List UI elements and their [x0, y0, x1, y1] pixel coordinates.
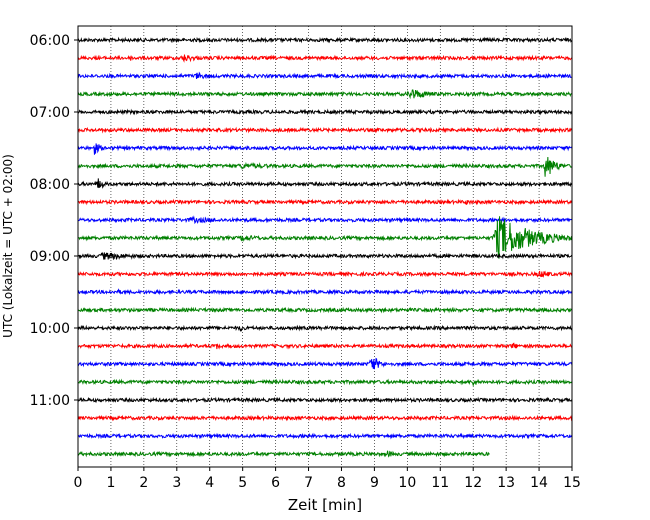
x-tick-label: 14 — [530, 475, 548, 491]
seismic-traces — [77, 36, 573, 458]
seismic-trace — [77, 215, 573, 225]
seismic-trace — [77, 71, 573, 80]
x-tick-label: 9 — [370, 475, 379, 491]
x-tick-label: 7 — [304, 475, 313, 491]
seismic-trace — [77, 216, 573, 259]
x-tick-label: 0 — [74, 475, 83, 491]
x-tick-label: 5 — [238, 475, 247, 491]
seismic-trace — [77, 414, 573, 422]
seismic-trace — [77, 378, 573, 387]
x-tick-label: 6 — [271, 475, 280, 491]
x-tick-label: 13 — [497, 475, 515, 491]
seismic-trace — [77, 143, 573, 155]
y-axis: 06:00 07:00 08:00 09:00 10:00 11:00 — [30, 33, 78, 409]
y-tick-label: 07:00 — [30, 105, 70, 121]
seismic-trace — [77, 450, 490, 458]
x-tick-label: 8 — [337, 475, 346, 491]
seismic-trace — [77, 342, 573, 350]
seismic-trace — [77, 270, 573, 278]
seismic-trace — [77, 357, 573, 370]
plot-frame — [77, 25, 573, 468]
x-tick-label: 3 — [172, 475, 181, 491]
y-axis-label: UTC (Lokalzeit = UTC + 02:00) — [1, 154, 15, 338]
y-tick-label: 10:00 — [30, 321, 70, 337]
x-tick-label: 2 — [139, 475, 148, 491]
seismic-trace — [77, 251, 573, 261]
y-tick-label: 11:00 — [30, 393, 70, 409]
seismic-trace — [77, 157, 573, 177]
x-tick-label: 15 — [563, 475, 581, 491]
seismic-trace — [77, 54, 573, 63]
x-axis: 0 1 2 3 4 5 6 7 8 9 10 11 12 13 14 15 — [74, 467, 581, 491]
seismic-trace — [77, 178, 573, 189]
y-tick-label: 09:00 — [30, 249, 70, 265]
seismic-trace — [77, 89, 573, 100]
seismic-trace — [77, 432, 573, 440]
x-tick-label: 4 — [205, 475, 214, 491]
seismic-trace — [77, 324, 573, 332]
seismic-trace — [77, 396, 573, 404]
plot-area — [77, 25, 573, 468]
y-tick-label: 06:00 — [30, 33, 70, 49]
x-tick-label: 12 — [464, 475, 482, 491]
x-axis-label: Zeit [min] — [288, 496, 362, 514]
x-tick-label: 10 — [398, 475, 416, 491]
seismic-trace — [77, 108, 573, 116]
x-tick-label: 11 — [431, 475, 449, 491]
seismic-trace — [77, 126, 573, 134]
seismic-trace — [77, 36, 573, 44]
seismic-trace — [77, 288, 573, 296]
y-tick-label: 08:00 — [30, 177, 70, 193]
seismic-trace — [77, 198, 573, 206]
x-tick-label: 1 — [106, 475, 115, 491]
seismic-trace — [77, 306, 573, 314]
